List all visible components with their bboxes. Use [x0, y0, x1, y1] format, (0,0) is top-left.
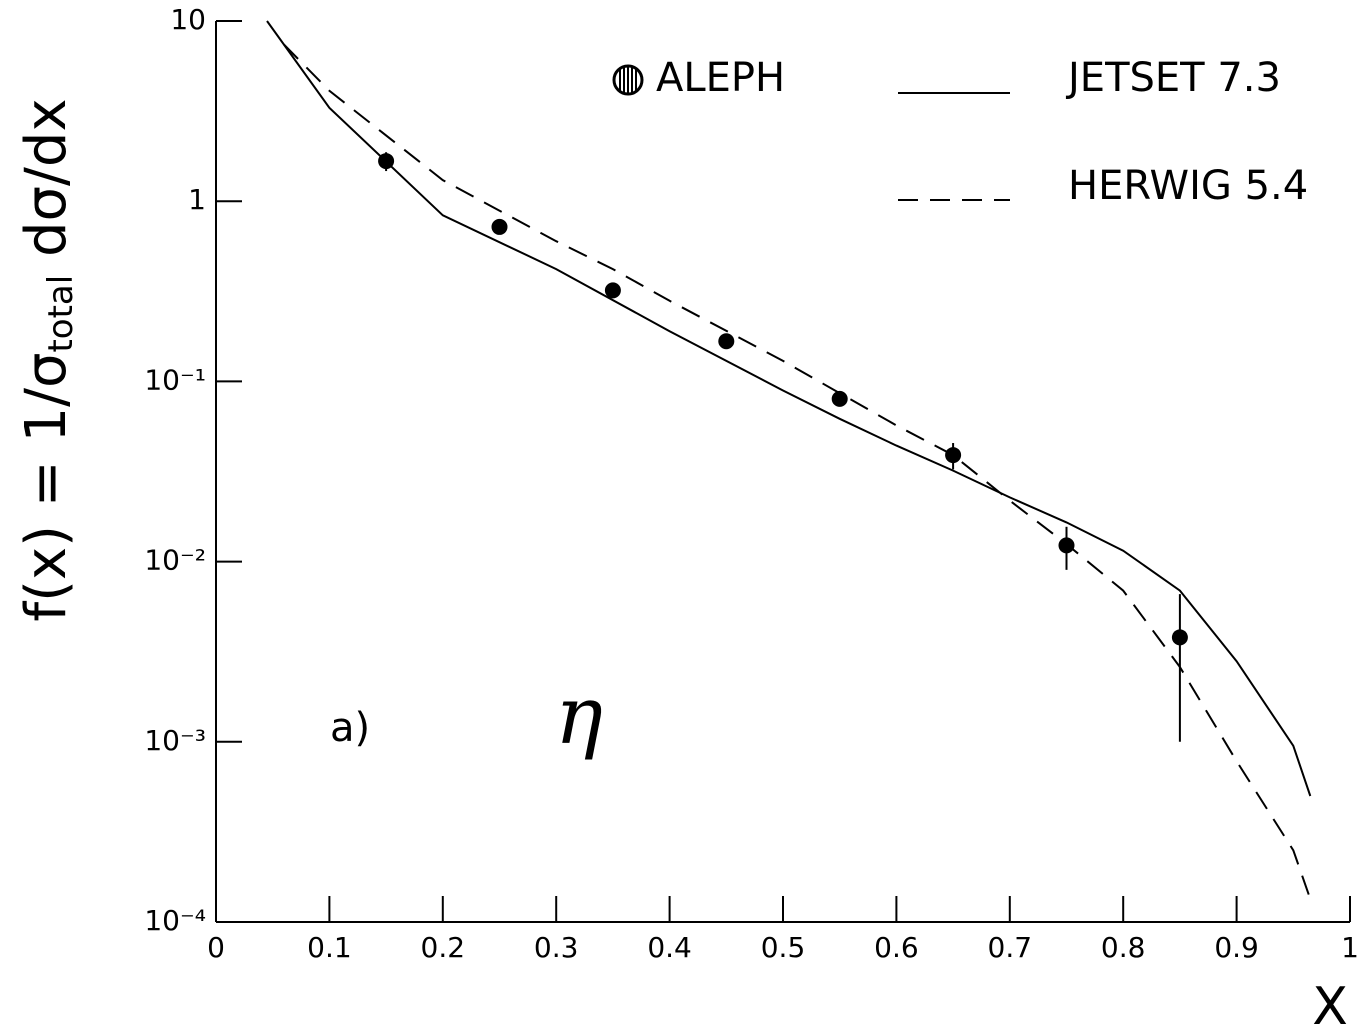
- y-tick-label: 10: [170, 3, 206, 36]
- data-point: [1058, 537, 1075, 554]
- y-label-sub: total: [41, 275, 81, 353]
- y-label-main: f(x) = 1/σ: [14, 353, 79, 622]
- x-tick-label: 0.8: [1101, 931, 1146, 964]
- x-tick-label: 0.9: [1214, 931, 1259, 964]
- annotation: η: [555, 669, 603, 762]
- y-tick-label: 1: [188, 183, 206, 216]
- x-tick-label: 0.1: [307, 931, 352, 964]
- y-label-end: dσ/dx: [14, 98, 79, 274]
- x-axis-label: X: [1312, 977, 1348, 1035]
- x-tick-label: 0.6: [874, 931, 919, 964]
- data-point: [831, 390, 848, 407]
- model-line: [283, 43, 1312, 900]
- y-tick-label: 10⁻⁴: [144, 904, 206, 937]
- annotation: a): [330, 705, 370, 751]
- legend-label: ALEPH: [656, 55, 785, 101]
- x-tick-label: 0: [207, 931, 225, 964]
- y-tick-label: 10⁻¹: [144, 363, 206, 396]
- x-tick-label: 0.2: [421, 931, 466, 964]
- data-point: [491, 218, 508, 235]
- legend-label: HERWIG 5.4: [1068, 163, 1308, 209]
- y-axis-label: f(x) = 1/σtotal dσ/dx: [14, 98, 80, 621]
- legend-label: JETSET 7.3: [1065, 55, 1281, 101]
- x-tick-label: 0.3: [534, 931, 579, 964]
- x-tick-label: 0.5: [761, 931, 806, 964]
- model-line: [266, 20, 1312, 797]
- data-point: [945, 447, 962, 464]
- x-tick-label: 1: [1341, 931, 1359, 964]
- x-tick-label: 0.4: [647, 931, 692, 964]
- data-point: [718, 333, 735, 350]
- data-point: [1171, 629, 1188, 646]
- data-point: [604, 282, 621, 299]
- y-tick-label: 10⁻²: [144, 544, 206, 577]
- y-tick-label: 10⁻³: [144, 724, 206, 757]
- x-tick-label: 0.7: [988, 931, 1033, 964]
